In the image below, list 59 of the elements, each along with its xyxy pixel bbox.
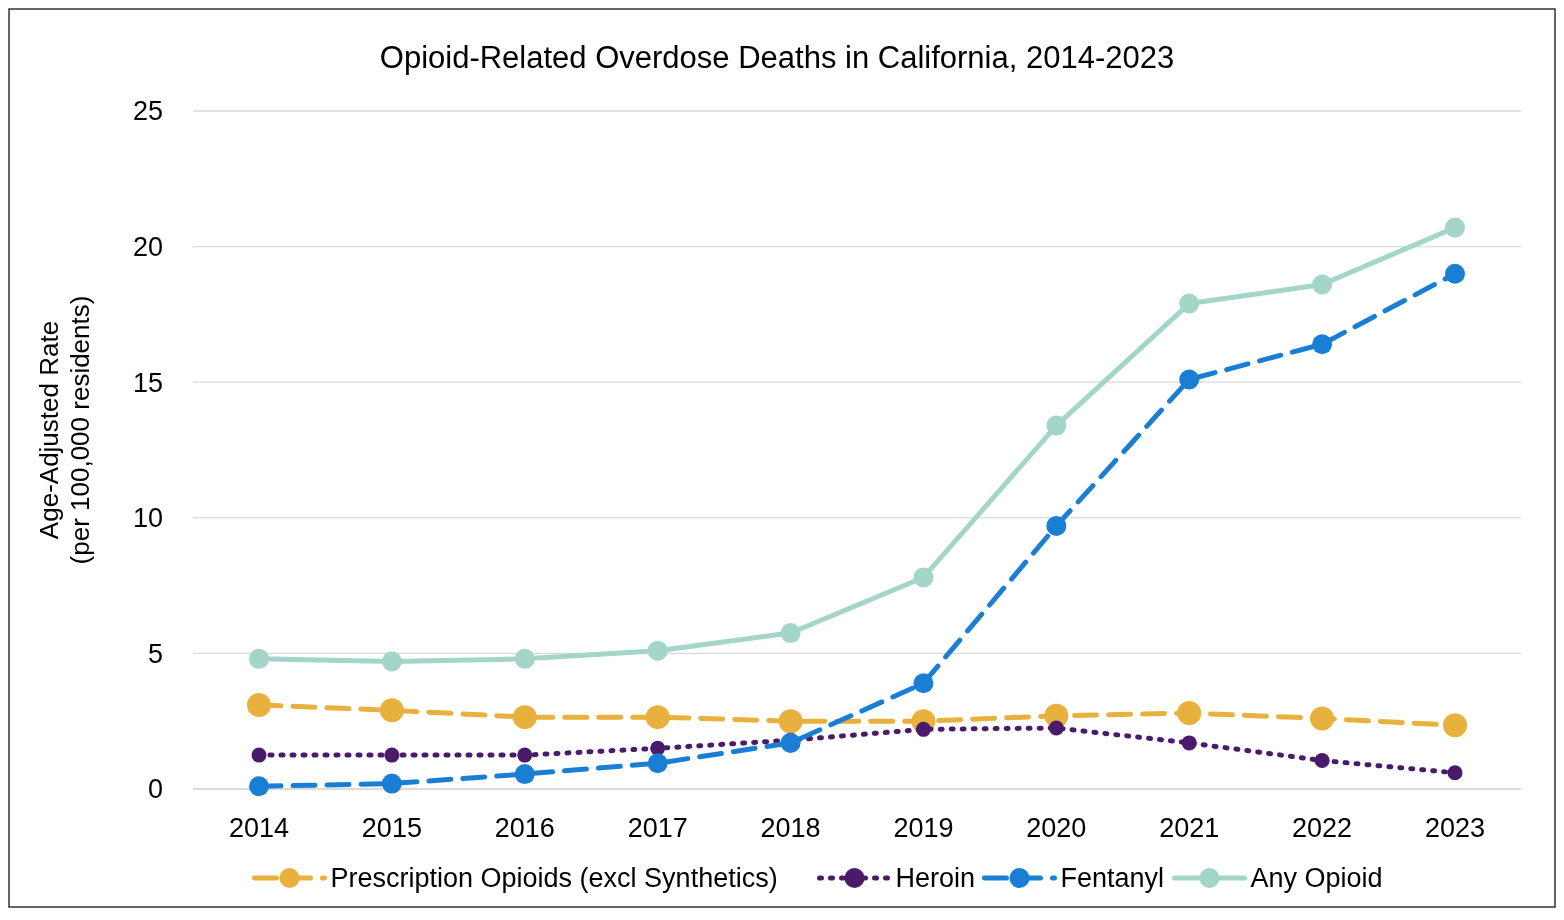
point xyxy=(1312,274,1333,295)
point xyxy=(1046,515,1067,536)
point xyxy=(915,721,931,737)
point xyxy=(780,732,801,753)
legend-label: Heroin xyxy=(895,863,976,894)
point xyxy=(1314,753,1330,769)
legend-label: Fentanyl xyxy=(1060,863,1165,894)
x-tick-label: 2021 xyxy=(1159,813,1220,843)
point xyxy=(1445,263,1465,284)
x-tick-label: 2016 xyxy=(494,813,555,843)
point xyxy=(650,740,666,756)
x-tick-label: 2019 xyxy=(893,813,954,843)
point xyxy=(249,648,269,669)
point xyxy=(514,648,535,669)
y-axis-title: Age-Adjusted Rate (per 100,000 residents) xyxy=(34,295,95,565)
x-tick-label: 2023 xyxy=(1424,813,1486,843)
point xyxy=(1443,713,1467,738)
point xyxy=(251,747,267,763)
point xyxy=(1310,706,1335,731)
y-tick-label: 15 xyxy=(132,367,163,398)
point xyxy=(647,753,668,774)
x-tick-label: 2017 xyxy=(627,813,688,843)
legend-label: Prescription Opioids (excl Synthetics) xyxy=(330,863,778,894)
point xyxy=(780,623,801,644)
point xyxy=(1181,735,1197,751)
point xyxy=(1447,765,1463,781)
y-tick-label: 0 xyxy=(147,774,163,805)
y-tick-label: 25 xyxy=(132,96,163,127)
x-tick-label: 2020 xyxy=(1026,813,1087,843)
y-tick-label: 20 xyxy=(132,232,163,263)
point xyxy=(379,698,404,723)
y-tick-label: 5 xyxy=(147,638,163,669)
point xyxy=(778,709,803,734)
point xyxy=(645,705,670,730)
x-tick-label: 2022 xyxy=(1292,813,1353,843)
point xyxy=(247,692,271,717)
point xyxy=(381,773,402,794)
point xyxy=(384,747,400,763)
point xyxy=(249,776,269,797)
x-tick-label: 2014 xyxy=(228,813,290,843)
point xyxy=(512,705,537,730)
point xyxy=(1312,334,1333,355)
y-tick-label: 10 xyxy=(132,503,163,534)
x-tick-label: 2018 xyxy=(760,813,821,843)
point xyxy=(1179,369,1200,390)
point xyxy=(647,640,668,661)
point xyxy=(1048,720,1064,736)
point xyxy=(913,567,934,588)
point xyxy=(1046,415,1067,436)
point xyxy=(517,747,533,763)
point xyxy=(381,651,402,672)
point xyxy=(1445,217,1465,238)
point xyxy=(1179,293,1200,314)
chart-title: Opioid-Related Overdose Deaths in California, 2014-2023 xyxy=(379,40,1175,75)
point xyxy=(913,673,934,694)
x-tick-label: 2015 xyxy=(361,813,422,843)
legend-label: Any Opioid xyxy=(1250,863,1383,894)
point xyxy=(514,764,535,785)
point xyxy=(1177,701,1202,726)
